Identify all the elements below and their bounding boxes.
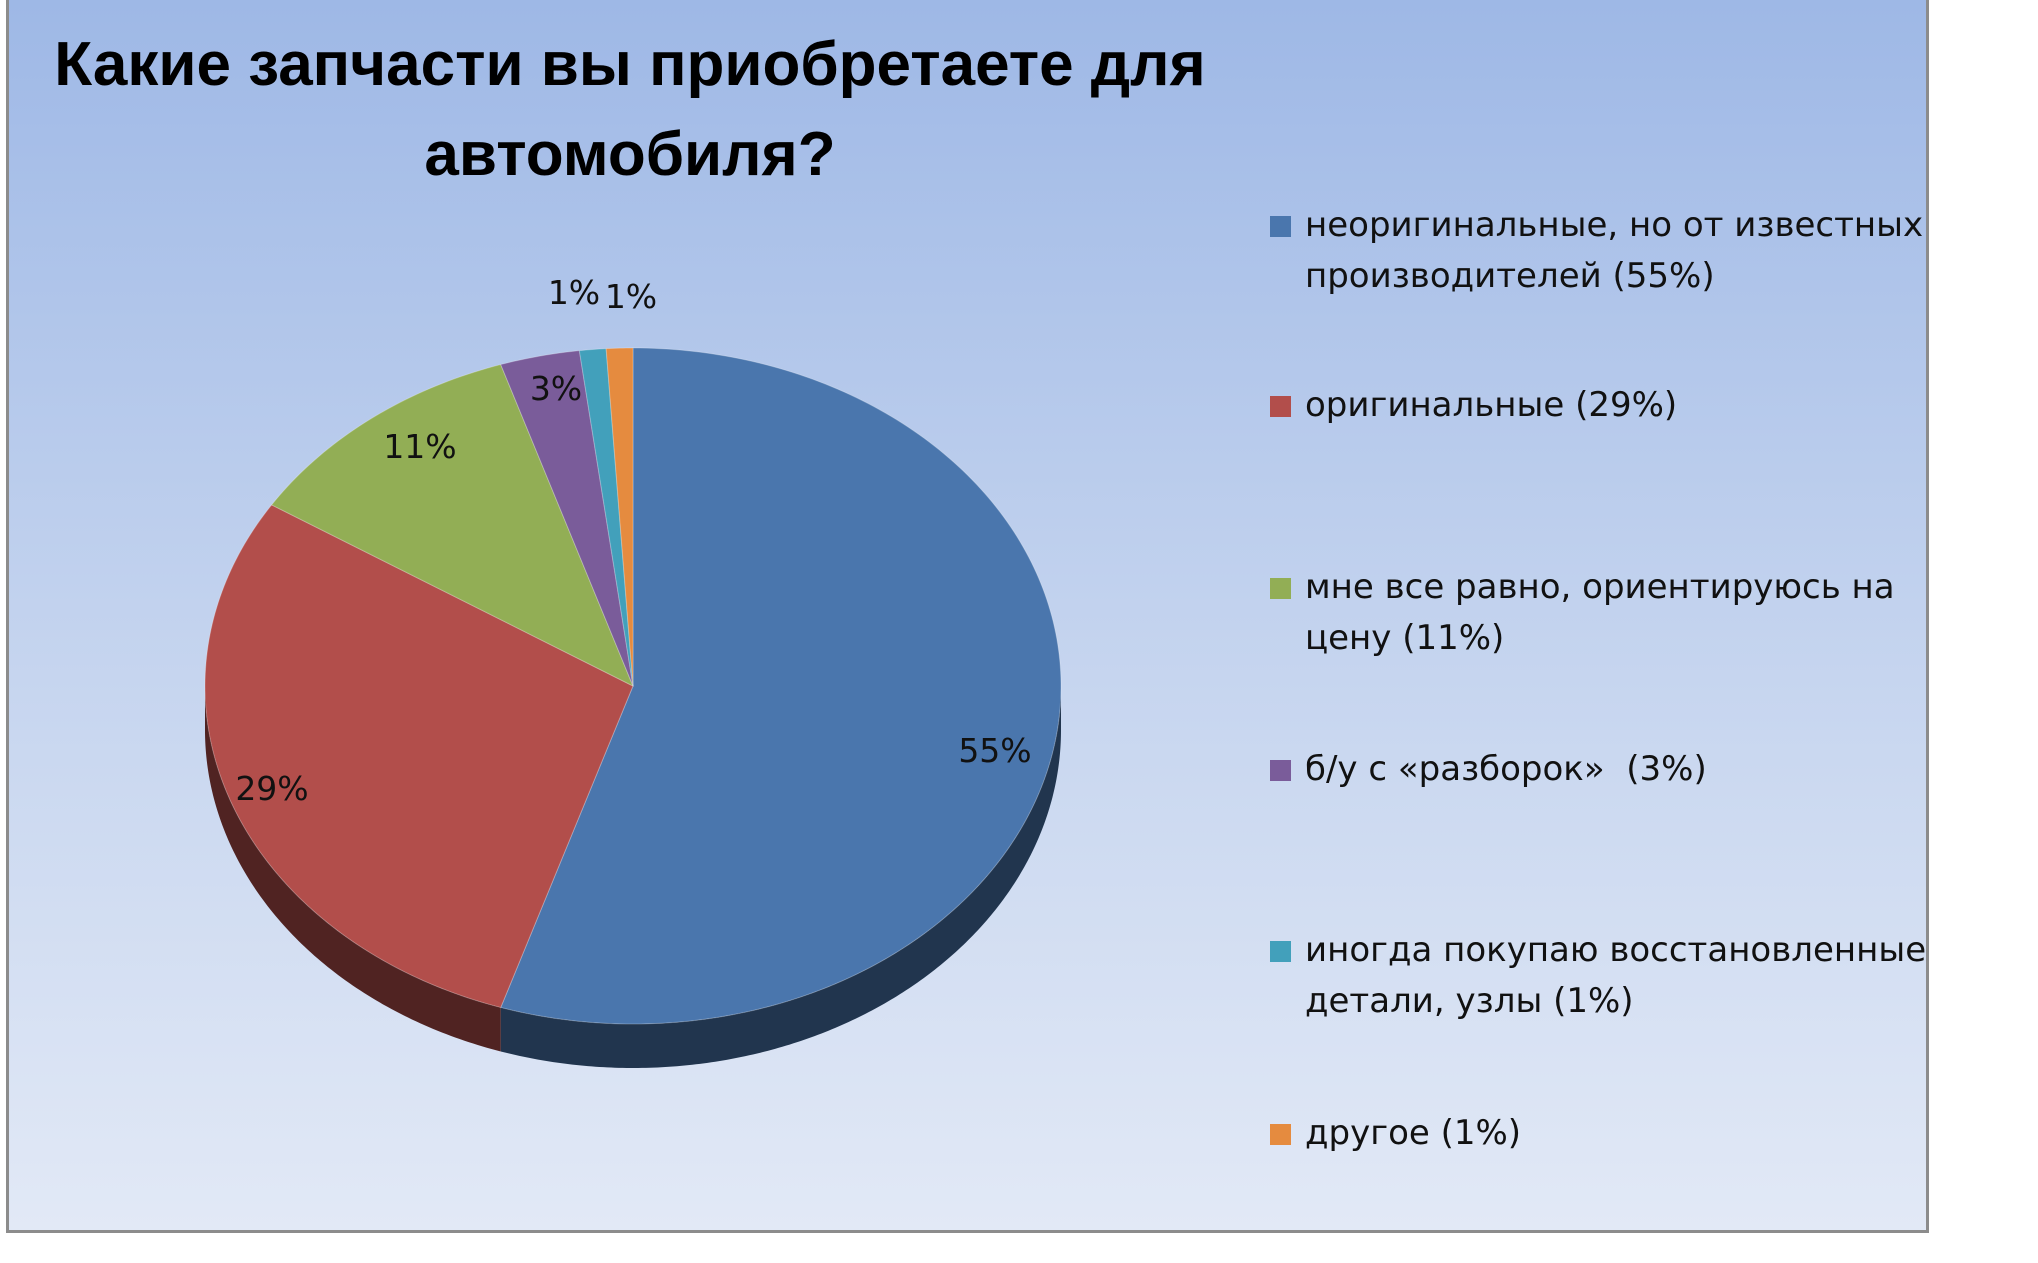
- legend-label: оригинальные (29%): [1305, 385, 1678, 425]
- data-label-4: 3%: [530, 369, 582, 408]
- legend-label: неоригинальные, но от известных производ…: [1305, 205, 1934, 296]
- legend-swatch: [1270, 1124, 1291, 1145]
- legend-item-5: иногда покупаю восстановленные детали, у…: [1270, 925, 1930, 1027]
- legend-swatch: [1270, 760, 1291, 781]
- data-label-1: 55%: [958, 731, 1031, 770]
- data-label-2: 29%: [235, 769, 308, 808]
- legend-item-1: неоригинальные, но от известных производ…: [1270, 200, 1930, 302]
- legend-swatch: [1270, 578, 1291, 599]
- legend-label: иногда покупаю восстановленные детали, у…: [1305, 930, 1937, 1021]
- legend-label: другое (1%): [1305, 1113, 1522, 1153]
- data-label-6: 1%: [605, 277, 657, 316]
- pie-slice-1: [500, 347, 1062, 1025]
- legend-swatch: [1270, 941, 1291, 962]
- pie-slice-3: [270, 363, 634, 688]
- pie-slice-6: [605, 347, 634, 687]
- legend-label: б/у с «разборок» (3%): [1305, 749, 1707, 789]
- data-label-5: 1%: [548, 273, 600, 312]
- legend-swatch: [1270, 216, 1291, 237]
- legend-item-4: б/у с «разборок» (3%): [1270, 744, 1930, 795]
- pie-slice-2: [204, 504, 634, 1009]
- legend-item-6: другое (1%): [1270, 1108, 1930, 1159]
- pie-slice-5: [578, 348, 634, 687]
- legend-item-2: оригинальные (29%): [1270, 380, 1930, 431]
- chart-title: Какие запчасти вы приобретаете для автом…: [54, 30, 1206, 189]
- pie-slice-side-1: [500, 686, 1061, 1068]
- pie-slice-4: [500, 350, 634, 687]
- pie-slice-side-2: [205, 686, 501, 1052]
- legend-label: мне все равно, ориентируюсь на цену (11%…: [1305, 567, 1906, 658]
- legend-item-3: мне все равно, ориентируюсь на цену (11%…: [1270, 562, 1930, 664]
- legend-swatch: [1270, 396, 1291, 417]
- data-label-3: 11%: [383, 427, 456, 466]
